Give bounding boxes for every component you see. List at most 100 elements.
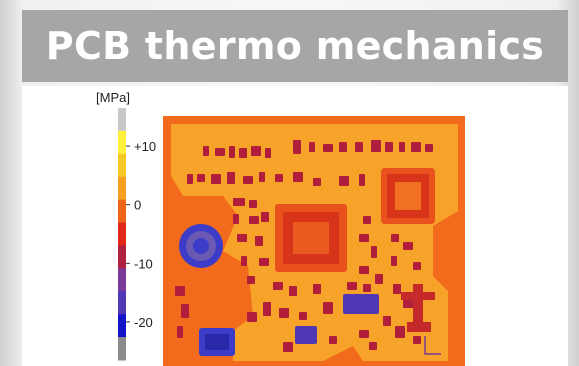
component-pad: [227, 172, 235, 184]
component-pad: [329, 336, 337, 344]
component-pad: [203, 146, 209, 156]
component-pad: [391, 234, 399, 242]
component-pad: [407, 322, 431, 332]
component-pad: [359, 266, 369, 274]
component-pad: [403, 300, 413, 308]
center-ic-package: [275, 204, 347, 272]
component-pad: [309, 142, 315, 152]
component-pad: [363, 216, 371, 224]
colorbar-tick-label: +10: [134, 139, 156, 154]
component-pad: [371, 140, 381, 152]
component-pad: [175, 286, 185, 296]
stress-colorbar: [MPa] +10 0 -10 -20: [96, 90, 156, 361]
component-pad: [383, 316, 391, 326]
left-round-component: [179, 224, 223, 268]
component-pad: [355, 142, 363, 152]
colorbar-band: [118, 291, 126, 315]
bottom-left-component: [199, 328, 235, 356]
right-ic-package: [381, 168, 435, 224]
colorbar-band: [118, 130, 126, 155]
component-pad: [239, 148, 247, 158]
component-pad: [261, 212, 269, 222]
component-pad: [413, 262, 421, 270]
component-pad: [313, 284, 321, 294]
component-pad: [299, 312, 307, 320]
component-pad: [181, 304, 189, 318]
slide-title: PCB thermo mechanics: [45, 24, 545, 68]
component-pad: [275, 174, 283, 182]
component-pad: [259, 258, 269, 266]
component-pad: [339, 142, 347, 152]
component-pad: [293, 140, 301, 154]
component-pad: [241, 256, 247, 266]
component-pad: [425, 144, 433, 152]
component-pad: [413, 284, 423, 324]
component-pad: [211, 174, 221, 184]
stress-map-image: [163, 116, 465, 366]
component-pad: [263, 302, 271, 316]
colorbar-tick-label: -10: [134, 256, 153, 271]
component-pad: [359, 330, 369, 338]
component-pad: [403, 242, 413, 250]
component-pad: [247, 276, 255, 284]
component-pad: [369, 342, 377, 350]
component-pad: [395, 326, 405, 338]
component-pad: [359, 174, 365, 186]
bottom-right-marker: [424, 336, 441, 355]
colorbar-band: [118, 337, 126, 361]
component-pad: [215, 148, 225, 156]
component-pad: [187, 174, 193, 184]
colorbar-tick-label: -20: [134, 315, 153, 330]
colorbar-bands: [118, 108, 126, 361]
component-pad: [375, 274, 383, 284]
component-pad: [371, 246, 377, 258]
colorbar-band: [118, 108, 126, 132]
component-pad: [399, 142, 405, 152]
component-pad: [413, 336, 421, 344]
stress-figure: [MPa] +10 0 -10 -20: [22, 86, 568, 366]
component-pad: [259, 172, 265, 182]
component-pad: [233, 198, 245, 206]
component-pad: [313, 178, 321, 186]
title-banner: PCB thermo mechanics: [22, 10, 568, 82]
component-pad: [177, 326, 183, 338]
hot-region-right: [433, 221, 465, 291]
component-pad: [347, 282, 357, 290]
component-pad: [339, 176, 349, 186]
component-pad: [273, 282, 283, 290]
colorbar-unit-label: [MPa]: [96, 90, 130, 105]
component-pad: [255, 236, 263, 246]
component-pad: [289, 286, 297, 296]
component-pad: [233, 214, 239, 224]
colorbar-band: [118, 153, 126, 178]
component-pad: [385, 142, 393, 152]
component-pad: [323, 144, 333, 152]
component-pads: [175, 140, 435, 352]
component-pad: [391, 256, 397, 266]
bottom-center-component: [295, 294, 379, 344]
component-pad: [279, 308, 289, 318]
colorbar-tick-label: 0: [134, 198, 141, 213]
component-pad: [411, 142, 421, 152]
component-pad: [247, 312, 257, 322]
component-pad: [243, 176, 253, 184]
component-pad: [283, 342, 293, 352]
colorbar-band: [118, 176, 126, 201]
colorbar-band: [118, 314, 126, 338]
component-pad: [237, 234, 247, 242]
component-pad: [249, 200, 257, 208]
colorbar-band: [118, 268, 126, 292]
colorbar-band: [118, 222, 126, 246]
colorbar-band: [118, 245, 126, 269]
component-pad: [359, 234, 369, 242]
component-pad: [197, 174, 205, 182]
component-pad: [293, 172, 303, 182]
component-pad: [363, 284, 371, 292]
component-pad: [265, 148, 271, 158]
component-pad: [251, 146, 261, 156]
colorbar-ticks: +10 0 -10 -20: [126, 139, 156, 330]
component-pad: [249, 216, 259, 224]
colorbar-band: [118, 199, 126, 224]
component-pad: [323, 302, 333, 314]
